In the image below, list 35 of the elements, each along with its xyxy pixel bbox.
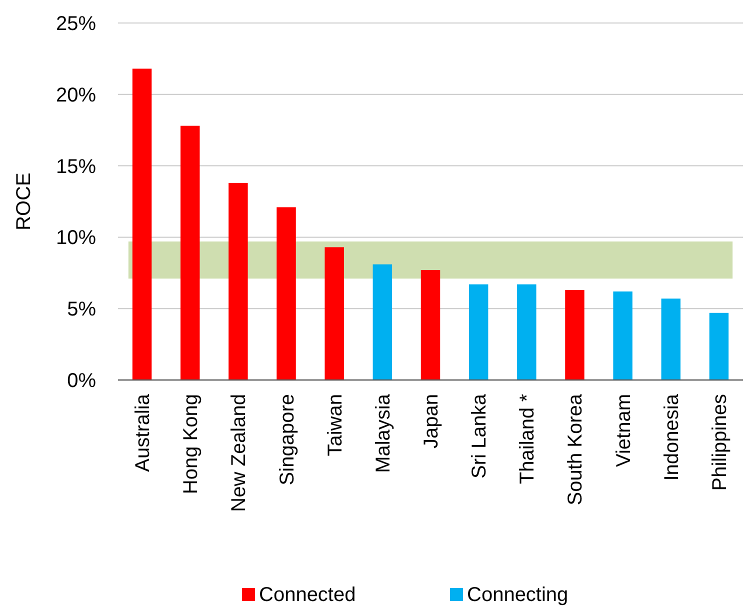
bar [517, 284, 536, 380]
y-tick-label: 20% [56, 84, 96, 106]
bar [372, 264, 392, 380]
x-tick-label: New Zealand [228, 394, 250, 512]
x-tick-label: Thailand * [516, 394, 539, 484]
bar [709, 312, 729, 380]
y-tick-label: 25% [56, 13, 96, 35]
x-tick-label: South Korea [564, 393, 587, 506]
bar [661, 298, 680, 380]
bar [276, 207, 296, 380]
y-tick-label: 0% [67, 370, 96, 392]
bar [132, 68, 152, 380]
bar [324, 247, 344, 380]
x-tick-label: Sri Lanka [468, 393, 491, 478]
bar [180, 126, 200, 380]
x-tick-label: Philippines [708, 394, 731, 491]
legend-label: Connecting [467, 584, 568, 606]
y-tick-label: 10% [56, 227, 96, 250]
y-tick-label: 15% [56, 156, 96, 178]
x-tick-label: Vietnam [612, 394, 635, 468]
bar [228, 182, 248, 380]
x-tick-label: Japan [420, 394, 442, 448]
bar [420, 270, 440, 380]
bar [613, 291, 632, 380]
x-tick-label: Singapore [276, 394, 298, 486]
x-tick-label: Taiwan [324, 394, 346, 456]
legend-label: Connected [259, 584, 356, 606]
x-tick-label: Australia [132, 393, 154, 472]
y-axis-title: ROCE [13, 172, 35, 230]
y-tick-label: 5% [67, 298, 96, 321]
x-tick-label: Indonesia [660, 393, 683, 481]
bar [468, 284, 488, 380]
bar [565, 290, 584, 380]
x-tick-label: Malaysia [372, 393, 394, 473]
x-tick-label: Hong Kong [180, 394, 202, 494]
